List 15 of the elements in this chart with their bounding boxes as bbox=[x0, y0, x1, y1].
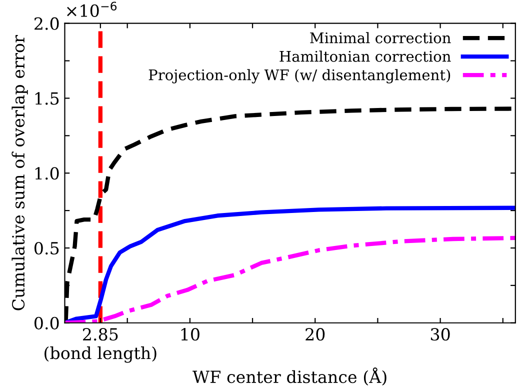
x-tick-label: 2.85 (bond length) bbox=[44, 328, 156, 363]
y-tick-label: 2.0 bbox=[34, 17, 59, 30]
legend-label: Projection-only WF (w/ disentanglement) bbox=[148, 69, 450, 84]
y-tick-label: 0.0 bbox=[34, 316, 59, 330]
y-tick-label: 0.5 bbox=[34, 242, 59, 255]
x-tick-label: 30 bbox=[430, 328, 450, 341]
legend-label: Hamiltonian correction bbox=[280, 50, 451, 62]
x-tick-label: 10 bbox=[181, 328, 200, 341]
x-axis-title: WF center distance (Å) bbox=[192, 367, 386, 386]
y-tick-label: 1.5 bbox=[35, 92, 59, 105]
text: ×10$^{−6}$ bbox=[67, 2, 117, 17]
legend-label: Minimal correction bbox=[310, 32, 451, 44]
x-tick-label: 20 bbox=[306, 328, 325, 341]
y-tick-label: 1.0 bbox=[35, 167, 59, 180]
y-axis-title: Cumulative sum of overlap error bbox=[12, 35, 28, 310]
